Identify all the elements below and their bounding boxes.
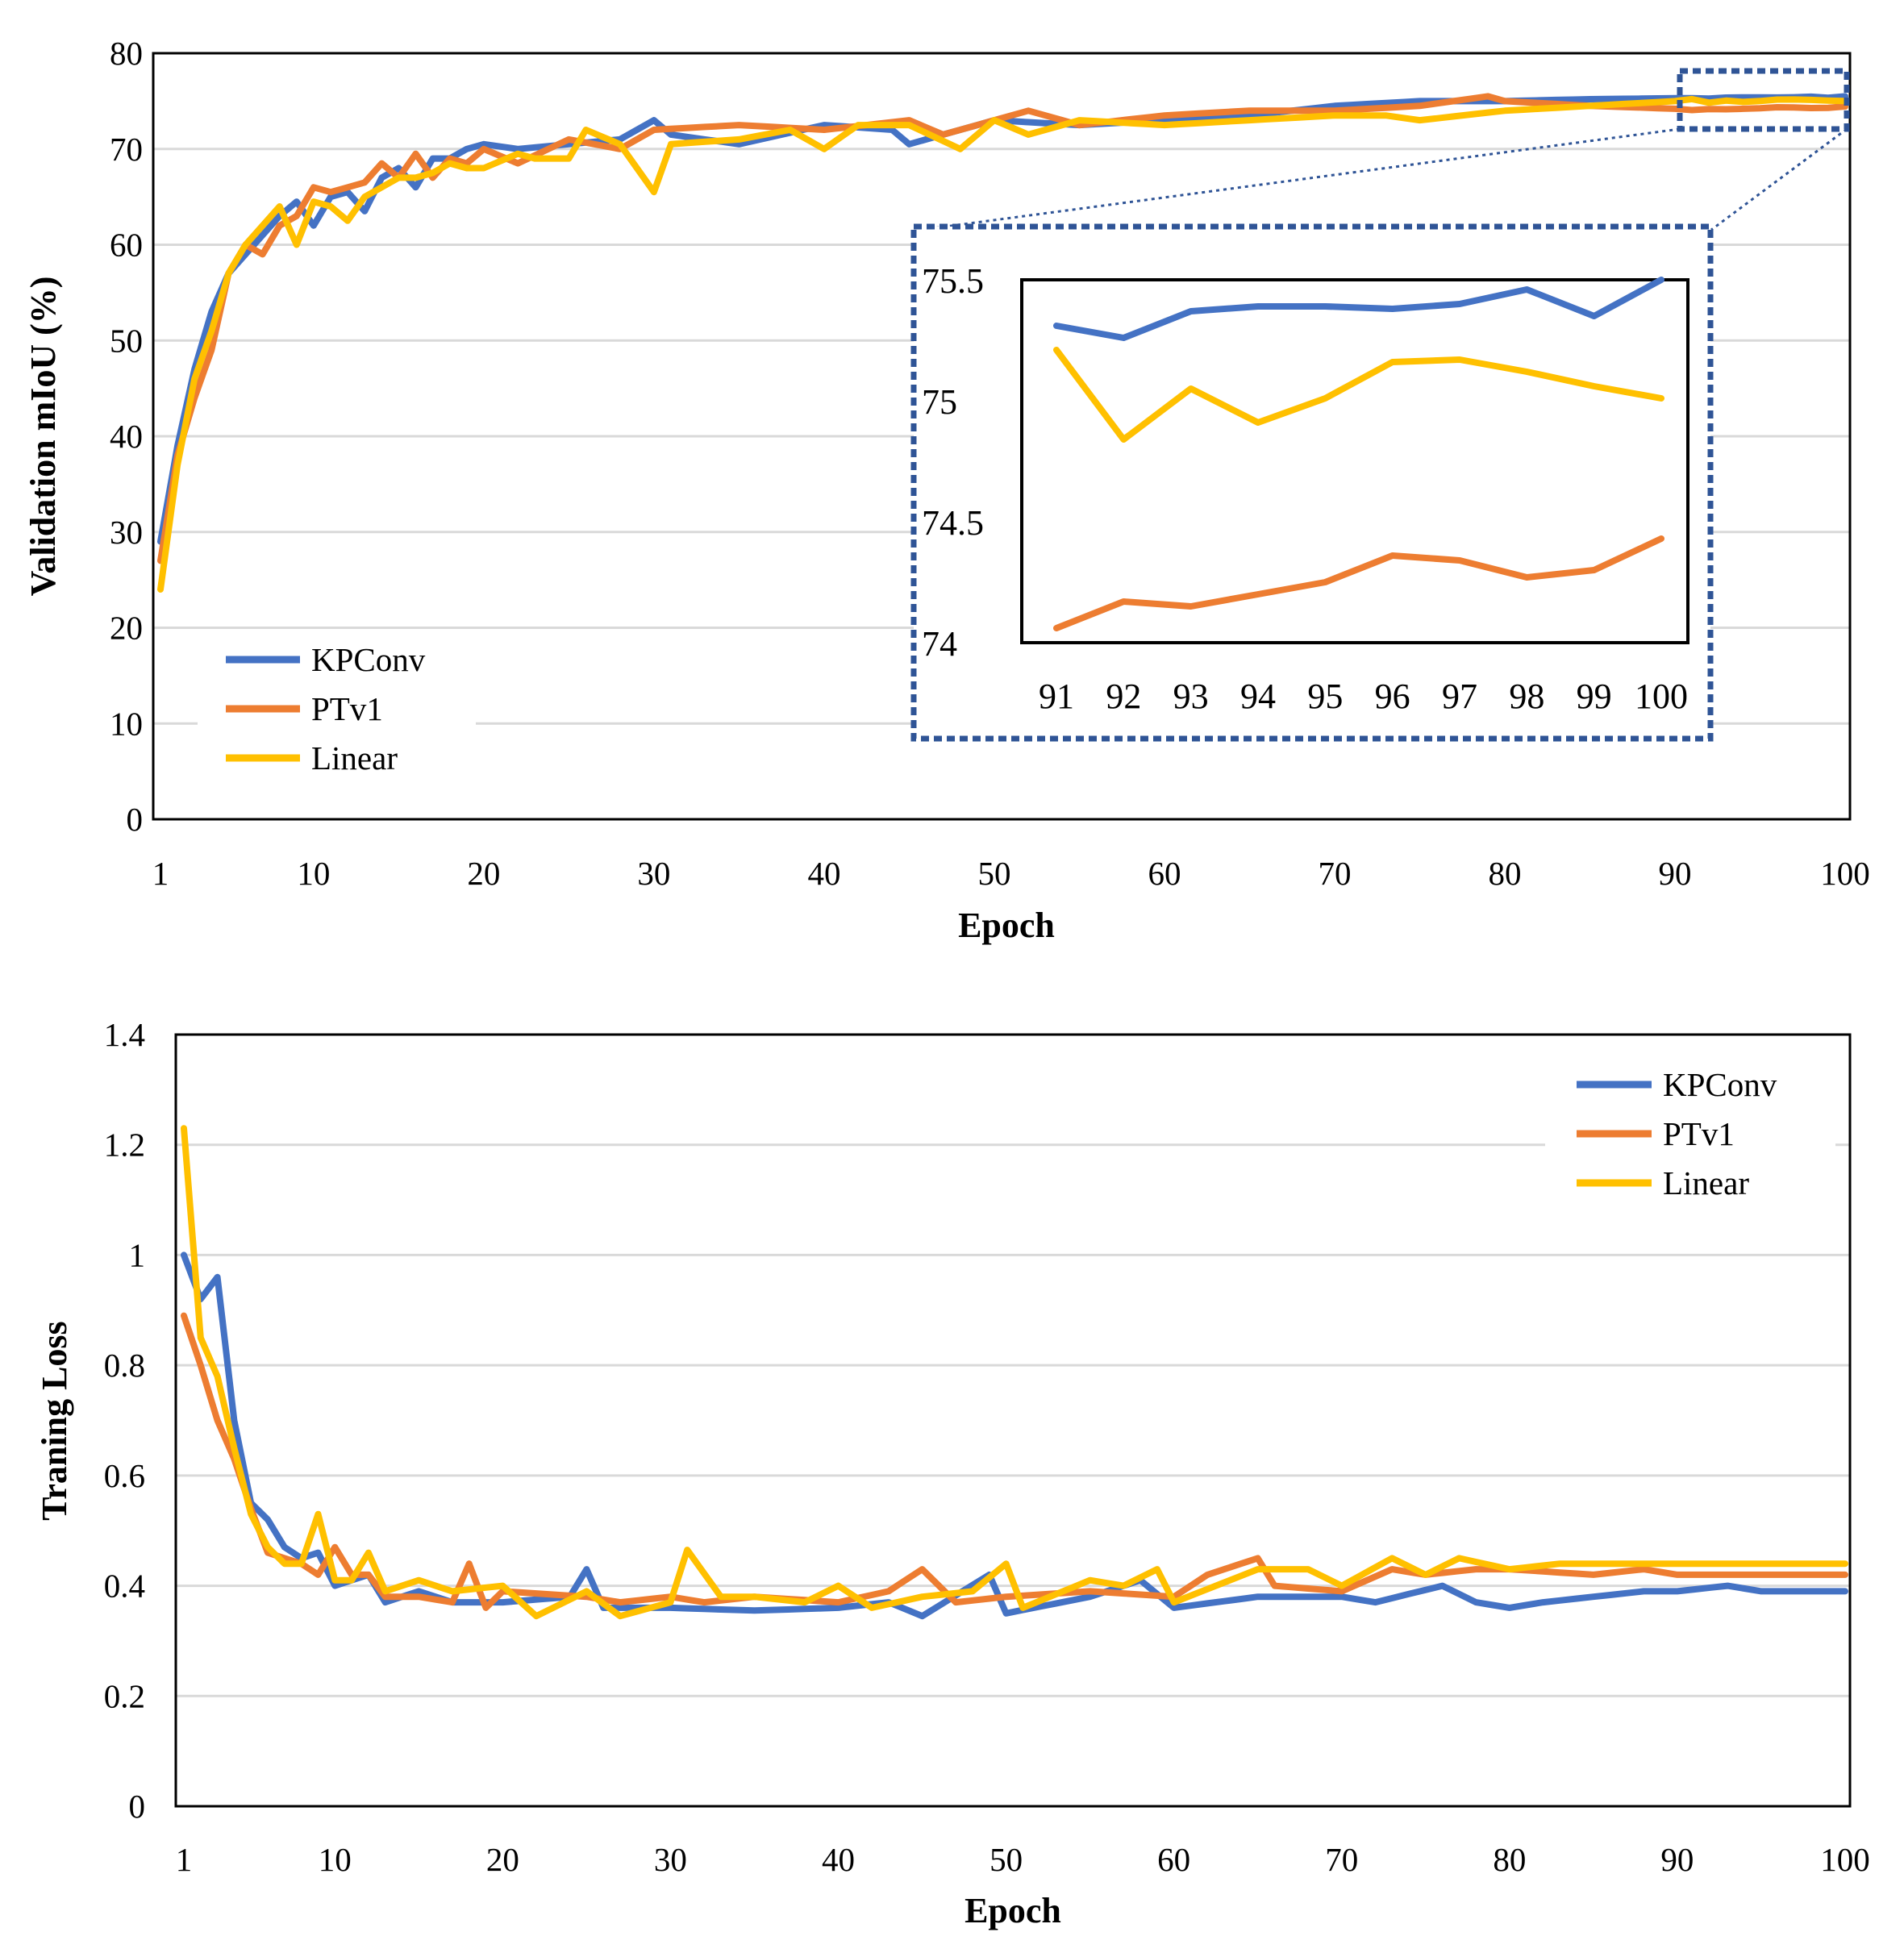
y-tick-label: 20 [110, 610, 143, 647]
y-tick-label: 60 [110, 227, 143, 264]
x-tick-label: 10 [319, 1841, 352, 1878]
x-tick-label: 20 [467, 855, 500, 892]
inset-x-tick-label: 100 [1635, 677, 1688, 716]
inset-series-lines [1053, 277, 1664, 631]
y-axis-title: Validation mIoU (%) [23, 277, 63, 597]
zoom-region-box [1677, 68, 1850, 132]
series-line-linear [181, 1125, 1848, 1620]
x-tick-label: 80 [1493, 1841, 1526, 1878]
inset-y-tick-label: 74 [922, 624, 957, 664]
inset-series-line-linear [1053, 347, 1664, 443]
y-tick-label: 50 [110, 322, 143, 359]
x-tick-label: 60 [1148, 855, 1181, 892]
y-tick-label: 1.4 [104, 1016, 145, 1053]
y-tick-label: 0.6 [104, 1457, 145, 1494]
y-tick-label: 0.2 [104, 1677, 145, 1714]
zoom-connector-left [920, 127, 1681, 231]
x-tick-label: 30 [654, 1841, 687, 1878]
legend: KPConv PTv1 Linear [198, 637, 476, 790]
y-tick-label: 40 [110, 418, 143, 455]
inset-x-tick-labels: 91 92 93 94 95 96 97 98 99 100 [1039, 677, 1688, 716]
inset-y-tick-label: 75.5 [922, 261, 984, 301]
y-tick-label: 0.8 [104, 1347, 145, 1384]
inset-x-tick-label: 97 [1442, 677, 1477, 716]
x-tick-label: 20 [486, 1841, 519, 1878]
y-tick-label: 70 [110, 131, 143, 168]
legend-label-ptv1: PTv1 [311, 690, 383, 727]
x-tick-label: 100 [1820, 855, 1870, 892]
x-tick-label: 1 [176, 1841, 193, 1878]
legend: KPConv PTv1 Linear [1545, 1056, 1835, 1210]
series-line-ptv1 [181, 1312, 1848, 1611]
series-lines [157, 93, 1848, 593]
inset-x-tick-label: 94 [1240, 677, 1276, 716]
x-tick-label: 80 [1488, 855, 1521, 892]
inset-x-tick-label: 99 [1577, 677, 1612, 716]
x-tick-label: 40 [807, 855, 840, 892]
x-tick-label: 70 [1318, 855, 1351, 892]
x-axis-title: Epoch [958, 906, 1055, 945]
x-tick-label: 50 [977, 855, 1010, 892]
plot-frame [174, 1033, 1852, 1808]
validation-miou-chart: 0 10 20 30 40 50 60 70 80 1 10 20 30 40 50 60 70 80 90 100… [23, 35, 1870, 945]
x-tick-label: 1 [152, 855, 169, 892]
x-tick-label: 40 [822, 1841, 855, 1878]
x-tick-labels: 1 10 20 30 40 50 60 70 80 90 100 [176, 1841, 1870, 1878]
x-tick-label: 90 [1660, 1841, 1694, 1878]
y-tick-label: 0 [129, 1788, 146, 1825]
series-lines [181, 1125, 1848, 1620]
zoom-connector-right [1710, 127, 1848, 231]
y-tick-label: 0 [127, 801, 144, 838]
x-tick-label: 30 [637, 855, 670, 892]
series-line-linear [157, 95, 1848, 593]
legend-label-kpconv: KPConv [1663, 1066, 1777, 1103]
legend-label-linear: Linear [1663, 1164, 1749, 1201]
x-tick-label: 100 [1820, 1841, 1870, 1878]
y-tick-label: 10 [110, 705, 143, 742]
inset-series-line-ptv1 [1053, 535, 1664, 631]
y-axis-title: Traning Loss [35, 1321, 74, 1520]
legend-label-ptv1: PTv1 [1663, 1115, 1735, 1152]
y-tick-labels: 0 0.2 0.4 0.6 0.8 1 1.2 1.4 [104, 1016, 145, 1825]
x-axis-title: Epoch [964, 1891, 1061, 1930]
y-tick-label: 0.4 [104, 1568, 145, 1605]
inset-x-tick-label: 92 [1106, 677, 1141, 716]
inset-x-tick-label: 95 [1307, 677, 1343, 716]
y-tick-label: 80 [110, 35, 143, 72]
x-tick-label: 50 [989, 1841, 1023, 1878]
inset-plot-frame [1020, 278, 1689, 644]
inset-y-tick-labels: 74 74.5 75 75.5 [922, 261, 984, 664]
plot-frame [152, 52, 1852, 821]
x-tick-labels: 1 10 20 30 40 50 60 70 80 90 100 [152, 855, 1870, 892]
inset-x-tick-label: 91 [1039, 677, 1074, 716]
y-tick-label: 1 [129, 1236, 146, 1273]
legend-label-linear: Linear [311, 739, 398, 777]
zoom-inset: 74 74.5 75 75.5 91 92 93 94 95 96 97 98 99 100 [910, 223, 1714, 742]
legend-label-kpconv: KPConv [311, 641, 426, 678]
training-loss-chart: 0 0.2 0.4 0.6 0.8 1 1.2 1.4 1 10 20 30 40 50 60 70 80 90… [35, 1016, 1870, 1930]
x-tick-label: 60 [1157, 1841, 1190, 1878]
x-tick-label: 70 [1325, 1841, 1358, 1878]
inset-x-tick-label: 93 [1173, 677, 1209, 716]
inset-x-tick-label: 98 [1509, 677, 1544, 716]
y-tick-label: 1.2 [104, 1126, 145, 1164]
series-line-kpconv [181, 1251, 1848, 1620]
inset-y-tick-label: 74.5 [922, 503, 984, 543]
y-tick-label: 30 [110, 514, 143, 551]
x-tick-label: 10 [297, 855, 330, 892]
x-tick-label: 90 [1658, 855, 1691, 892]
y-tick-labels: 0 10 20 30 40 50 60 70 80 [110, 35, 143, 838]
inset-y-tick-label: 75 [922, 382, 957, 422]
inset-series-line-kpconv [1053, 277, 1664, 341]
inset-x-tick-label: 96 [1375, 677, 1410, 716]
